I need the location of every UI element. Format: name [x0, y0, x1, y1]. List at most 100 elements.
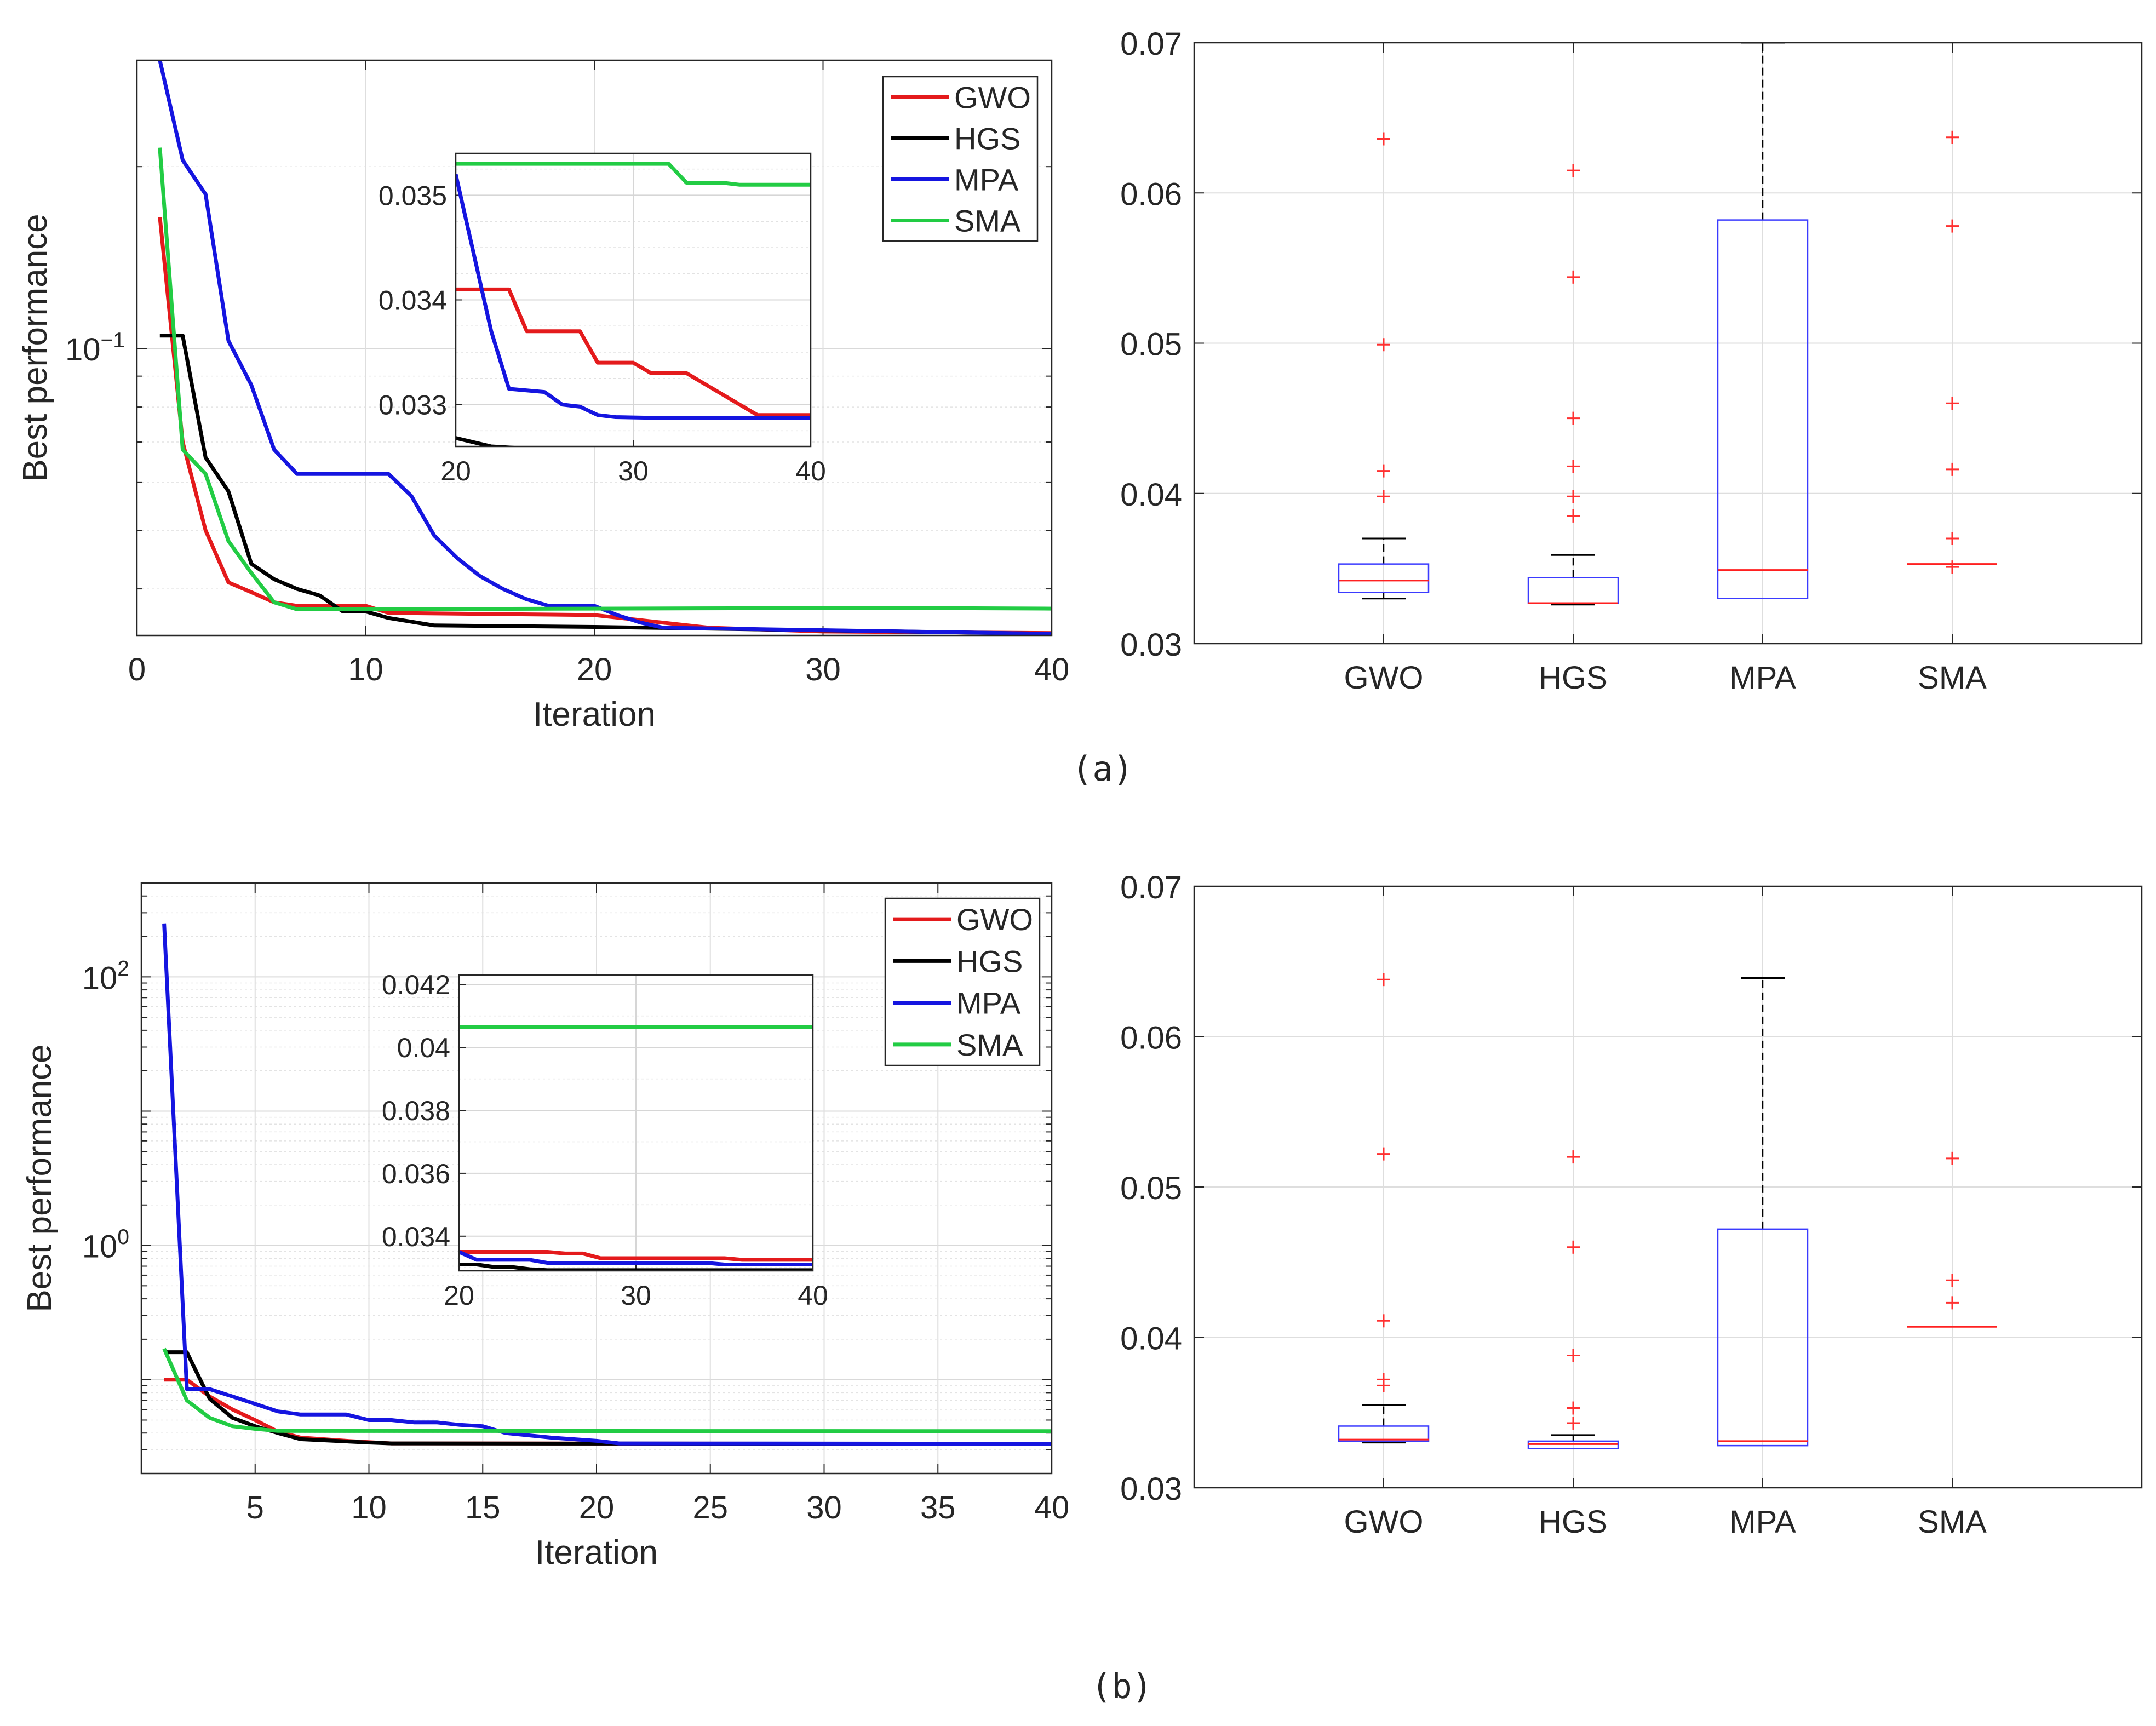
y-axis-label: Best performance: [21, 1044, 59, 1312]
x-tick-label: 35: [920, 1490, 956, 1526]
inset-y-tick-label: 0.036: [382, 1159, 450, 1189]
legend: GWO HGS MPA SMA: [882, 76, 1039, 242]
box-iqr: [1717, 1228, 1809, 1447]
inset-axes: 0.033 0.034 0.035 20 30 40: [379, 152, 826, 486]
convergence-plot-b: 5 10 15 20 25 30 35 40 100 102 Iteration Best perfo…: [21, 882, 1070, 1572]
legend-label-mpa: MPA: [954, 163, 1019, 197]
y-tick-label: 0.06: [1120, 1020, 1182, 1056]
legend: GWO HGS MPA SMA: [884, 897, 1041, 1066]
outlier-marker: [1567, 460, 1580, 473]
x-tick-label: MPA: [1729, 1504, 1796, 1540]
x-tick-label: 5: [246, 1490, 264, 1526]
x-tick-label: 40: [1034, 1490, 1070, 1526]
outlier-marker: [1567, 490, 1580, 503]
inset-x-tick-label: 30: [618, 456, 649, 486]
box-sma: [1907, 130, 1997, 574]
outlier-marker: [1946, 1151, 1959, 1165]
box-sma: [1907, 1151, 1997, 1328]
series-line-mpa: [158, 60, 1052, 635]
inset-y-tick-label: 0.04: [397, 1033, 450, 1063]
y-tick-label: 0.03: [1120, 627, 1182, 663]
y-tick-label: 10−1: [65, 329, 125, 368]
outlier-marker: [1377, 973, 1390, 987]
outlier-marker: [1946, 1274, 1959, 1287]
outlier-marker: [1567, 509, 1580, 523]
x-tick-label: 0: [128, 652, 146, 687]
axes-frame: [1193, 885, 2143, 1489]
inset-y-tick-label: 0.035: [379, 180, 447, 211]
outlier-marker: [1567, 1240, 1580, 1254]
box-iqr: [1717, 219, 1809, 599]
inset-series-line-mpa: [459, 1250, 813, 1266]
x-axis-label: Iteration: [533, 696, 656, 733]
legend-label-gwo: GWO: [956, 902, 1033, 937]
x-tick-label: 30: [805, 652, 841, 687]
x-axis-label: Iteration: [535, 1534, 658, 1572]
inset-x-tick-label: 40: [795, 456, 826, 486]
series-line-sma: [158, 147, 1052, 611]
x-tick-label: SMA: [1918, 1504, 1987, 1540]
y-axis-label: Best performance: [16, 214, 54, 481]
legend-label-sma: SMA: [956, 1028, 1023, 1062]
outlier-marker: [1946, 219, 1959, 233]
inset-frame: [455, 152, 812, 448]
axes-frame: [136, 59, 1053, 637]
outlier-marker: [1567, 1349, 1580, 1362]
y-tick-label: 0.05: [1120, 1171, 1182, 1206]
series-group: [158, 60, 1052, 635]
outlier-marker: [1377, 132, 1390, 146]
outlier-marker: [1377, 1147, 1390, 1161]
inset-x-tick-label: 30: [621, 1280, 651, 1311]
outlier-marker: [1946, 462, 1959, 476]
legend-box: [884, 897, 1041, 1066]
inset-y-tick-label: 0.038: [382, 1096, 450, 1126]
box-gwo: [1338, 973, 1430, 1444]
axes-frame: [140, 882, 1053, 1475]
box-iqr: [1338, 1425, 1430, 1442]
x-tick-label: MPA: [1729, 660, 1796, 696]
x-tick-label: GWO: [1344, 1504, 1424, 1540]
outlier-marker: [1567, 411, 1580, 425]
box-hgs: [1527, 164, 1619, 606]
axes-frame: [1193, 42, 2143, 645]
inset-y-tick-label: 0.042: [382, 970, 450, 1000]
legend-label-gwo: GWO: [954, 81, 1031, 115]
legend-label-mpa: MPA: [956, 986, 1021, 1020]
convergence-plot-a: 0 10 20 30 40 10−1 Iteration Best performance 0.…: [16, 59, 1070, 733]
caption-a: (a): [1072, 749, 1133, 789]
outlier-marker: [1377, 338, 1390, 352]
outlier-marker: [1567, 270, 1580, 284]
outlier-marker: [1946, 560, 1959, 574]
x-tick-label: 20: [577, 652, 612, 687]
series-group: [162, 923, 1052, 1446]
inset-y-tick-label: 0.034: [382, 1222, 450, 1252]
x-tick-label: 40: [1034, 652, 1070, 687]
box-gwo: [1338, 132, 1430, 600]
series-line-mpa: [162, 923, 1052, 1446]
legend-label-hgs: HGS: [954, 122, 1020, 156]
x-tick-label: HGS: [1539, 1504, 1608, 1540]
legend-box: [882, 76, 1039, 242]
inset-x-tick-label: 20: [444, 1280, 474, 1311]
outlier-marker: [1377, 1314, 1390, 1328]
caption-b: (b): [1091, 1666, 1152, 1706]
series-line-hgs: [159, 334, 1052, 635]
legend-label-sma: SMA: [954, 204, 1021, 238]
inset-frame: [458, 974, 814, 1272]
x-tick-label: 10: [351, 1490, 387, 1526]
box-iqr: [1338, 563, 1430, 594]
box-mpa: [1717, 977, 1809, 1447]
x-tick-label: 20: [579, 1490, 615, 1526]
outlier-marker: [1946, 397, 1959, 410]
x-tick-label: 25: [692, 1490, 728, 1526]
inset-series-line-gwo: [459, 1250, 813, 1262]
y-tick-label: 0.04: [1120, 477, 1182, 513]
y-tick-label: 0.07: [1120, 870, 1182, 905]
x-tick-label: 10: [348, 652, 383, 687]
inset-series-line-hgs: [456, 436, 524, 446]
series-line-sma: [162, 1347, 1052, 1433]
outlier-marker: [1377, 464, 1390, 478]
y-tick-label: 0.03: [1120, 1471, 1182, 1507]
y-tick-label: 0.04: [1120, 1321, 1182, 1357]
